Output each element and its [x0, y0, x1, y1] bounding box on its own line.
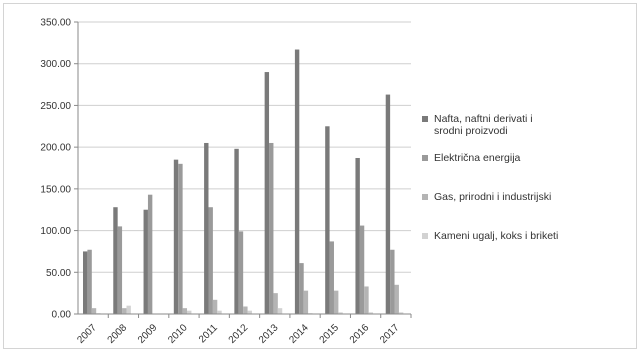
bar	[359, 225, 365, 314]
bar	[204, 142, 209, 314]
legend-item: Električna energija	[422, 152, 521, 164]
bar	[243, 306, 248, 314]
bar	[91, 308, 97, 314]
bar	[147, 194, 153, 314]
bar	[208, 207, 213, 314]
legend-label: Gas, prirodni i industrijski	[434, 191, 551, 203]
bar	[325, 126, 330, 315]
bar	[294, 49, 300, 314]
bar	[217, 310, 222, 314]
legend-swatch	[422, 116, 428, 122]
x-tick-label: 2007	[75, 322, 99, 346]
y-tick-label: 300.00	[40, 59, 71, 70]
bar	[273, 293, 278, 314]
bar	[87, 249, 92, 314]
bar	[364, 286, 369, 314]
bar	[126, 305, 131, 314]
bar	[187, 310, 192, 314]
x-tick-label: 2016	[348, 322, 372, 346]
bar	[143, 209, 148, 314]
y-tick-label: 150.00	[40, 184, 71, 195]
bar	[398, 312, 404, 314]
x-tick-label: 2013	[257, 322, 281, 346]
chart-frame	[3, 3, 637, 349]
bar	[329, 241, 334, 314]
bar	[390, 249, 395, 314]
y-tick-label: 100.00	[40, 226, 71, 237]
bar	[277, 308, 283, 314]
y-tick-label: 350.00	[40, 18, 71, 29]
bar	[269, 142, 274, 314]
bar	[338, 312, 343, 314]
x-tick-label: 2012	[227, 322, 251, 346]
bar	[113, 207, 118, 314]
bar	[173, 159, 179, 314]
bar	[385, 94, 391, 314]
x-tick-label: 2010	[166, 322, 190, 346]
bar	[368, 312, 374, 314]
y-axis: 0.00 50.00 100.00 150.00 200.00 250.00 300.00 3…	[40, 18, 79, 321]
x-tick-label: 2008	[106, 322, 130, 346]
legend-label: Električna energija	[434, 152, 521, 164]
legend-swatch	[422, 194, 428, 200]
bar	[117, 226, 123, 314]
bar	[212, 299, 218, 314]
bar	[234, 148, 239, 314]
y-tick-label: 250.00	[40, 101, 71, 112]
bar	[303, 290, 309, 314]
bar	[178, 163, 183, 314]
bar	[355, 157, 360, 314]
y-tick-label: 0.00	[52, 310, 72, 321]
x-tick-label: 2014	[287, 322, 311, 346]
legend-swatch	[422, 233, 428, 239]
x-tick-label: 2015	[318, 322, 342, 346]
y-tick-label: 200.00	[40, 143, 71, 154]
legend-label: srodni proizvodi	[434, 125, 508, 137]
bar	[247, 310, 252, 314]
bar	[182, 308, 188, 314]
legend-label: Kameni ugalj, koks i briketi	[434, 230, 558, 242]
y-tick-label: 50.00	[46, 268, 71, 279]
legend-label: Nafta, naftni derivati i	[434, 113, 533, 125]
bar	[394, 284, 399, 314]
x-axis: 2007 2008 2009 2010 2011 2012 2013 2014 2015 2016…	[75, 313, 412, 346]
legend-item: Kameni ugalj, koks i briketi	[422, 230, 558, 242]
bar	[238, 231, 244, 314]
bar	[333, 290, 339, 314]
legend-item: Gas, prirodni i industrijski	[422, 191, 551, 203]
bar	[83, 251, 88, 314]
legend-swatch	[422, 155, 428, 161]
x-tick-label: 2009	[136, 322, 160, 346]
bar	[299, 263, 304, 314]
x-tick-label: 2011	[197, 322, 220, 345]
bars	[83, 49, 404, 315]
bar	[122, 308, 127, 314]
x-tick-label: 2017	[378, 322, 402, 346]
bar	[264, 72, 270, 314]
